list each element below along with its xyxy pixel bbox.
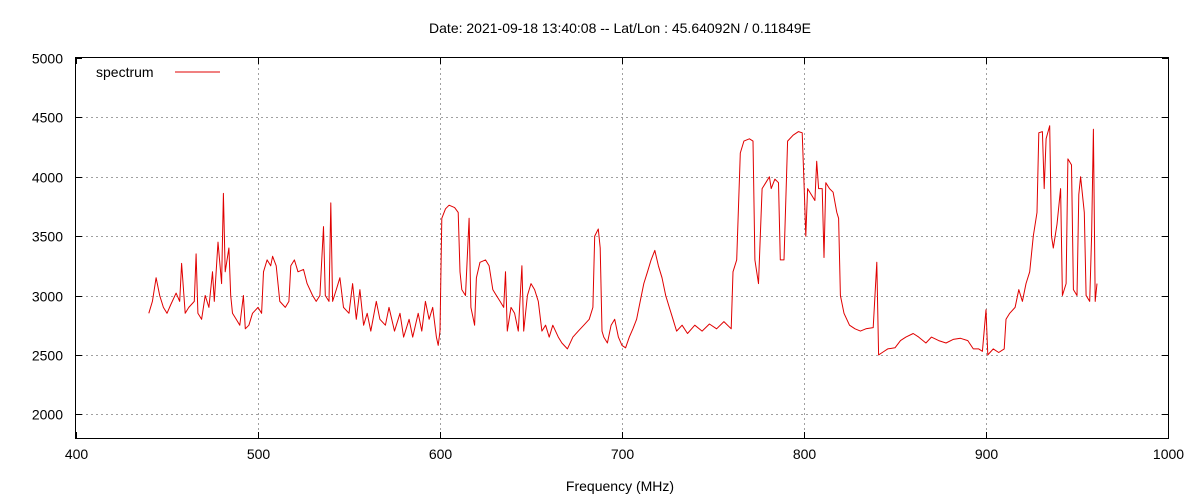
series-line-spectrum [148,125,1098,356]
y-tick-labels: 2000 2500 3000 3500 4000 4500 5000 [32,51,63,423]
legend-label: spectrum [96,64,154,80]
y-tick-label: 2000 [32,407,63,423]
y-tick-label: 4500 [32,110,63,126]
plot-frame [75,57,1169,439]
legend: spectrum [96,64,220,80]
y-tick-label: 5000 [32,51,63,67]
x-axis-title: Frequency (MHz) [566,478,674,494]
x-tick-label: 700 [611,446,635,462]
x-tick-label: 1000 [1153,446,1184,462]
x-tick-label: 400 [65,446,89,462]
y-tick-label: 4000 [32,170,63,186]
chart-title: Date: 2021-09-18 13:40:08 -- Lat/Lon : 4… [429,20,811,36]
x-tick-label: 500 [247,446,271,462]
grid-lines [76,58,1168,438]
x-tick-label: 900 [975,446,999,462]
y-tick-label: 3500 [32,229,63,245]
x-tick-label: 800 [793,446,817,462]
series-layer [148,125,1098,356]
y-tick-label: 2500 [32,348,63,364]
x-tick-labels: 400 500 600 700 800 900 1000 [65,446,1184,462]
y-tick-label: 3000 [32,289,63,305]
x-tick-label: 600 [429,446,453,462]
